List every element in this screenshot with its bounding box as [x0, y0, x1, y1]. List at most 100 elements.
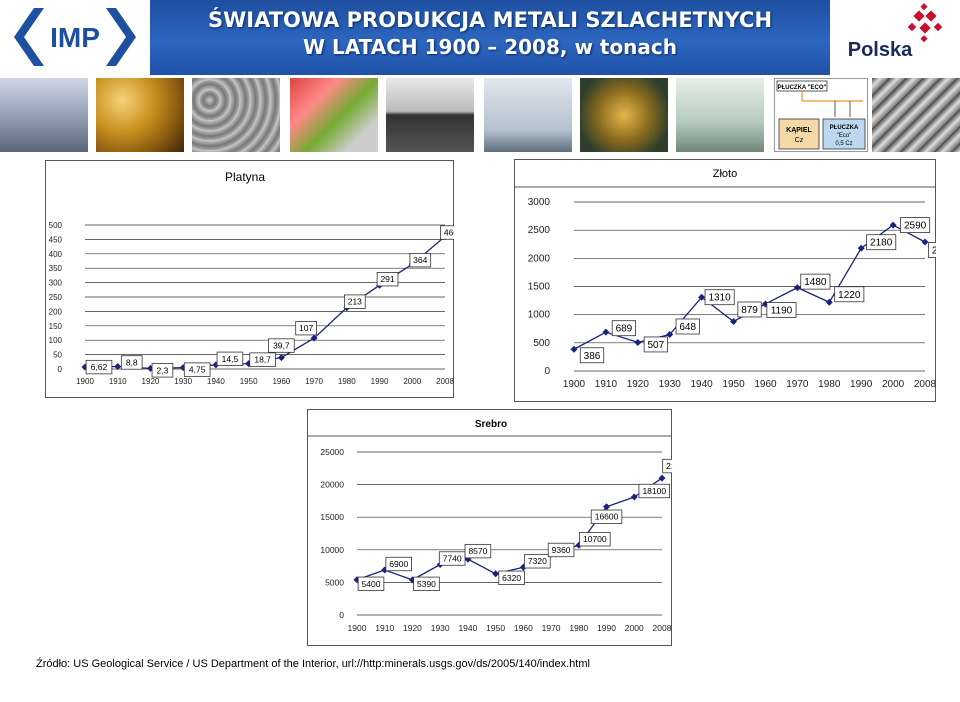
data-label-box — [704, 289, 735, 306]
imp-logo: IMP — [0, 0, 150, 75]
data-label: 386 — [584, 351, 601, 362]
x-tick-label: 1940 — [207, 377, 225, 386]
chart-title: Złoto — [713, 168, 737, 180]
data-label: 7320 — [528, 556, 547, 566]
rinse-top-label: PŁUCZKA "ECO" — [778, 85, 827, 91]
x-tick-label: 2000 — [625, 623, 644, 633]
x-tick-label: 1950 — [486, 623, 505, 633]
data-label-box — [344, 294, 366, 309]
data-label: 5390 — [417, 579, 436, 589]
data-label: 9360 — [552, 545, 571, 555]
data-label-box — [834, 286, 865, 303]
data-label-box — [440, 225, 454, 240]
y-tick-label: 300 — [49, 279, 63, 288]
data-label-box — [413, 576, 440, 592]
y-tick-label: 0 — [58, 365, 63, 374]
x-tick-label: 1960 — [514, 623, 533, 633]
y-tick-label: 15000 — [320, 512, 344, 522]
data-point — [698, 293, 706, 301]
data-label-box — [376, 272, 399, 287]
data-label-box — [268, 338, 295, 353]
data-label-box — [249, 352, 276, 367]
x-tick-label: 1900 — [348, 623, 367, 633]
x-tick-label: 1900 — [76, 377, 94, 386]
data-label-box — [216, 351, 244, 366]
x-tick-label: 1970 — [786, 379, 809, 390]
x-tick-label: 1970 — [542, 623, 561, 633]
x-tick-label: 1990 — [371, 377, 389, 386]
x-tick-label: 1910 — [595, 379, 618, 390]
source-footnote: Źródło: US Geological Service / US Depar… — [36, 658, 590, 670]
data-label: 21000 — [666, 461, 672, 471]
data-label-box — [547, 542, 575, 558]
data-label-box — [900, 217, 931, 233]
data-label: 364 — [413, 255, 427, 265]
y-tick-label: 500 — [49, 221, 63, 230]
metal-texture-photo — [872, 78, 960, 152]
data-label: 107 — [299, 323, 313, 333]
platinum-chart: Platyna 0 50 100 150 200 250 300 350 400 450 500 19… — [45, 160, 454, 398]
data-label: 6900 — [389, 559, 408, 569]
y-tick-label: 0 — [339, 610, 344, 620]
data-label-box — [866, 234, 897, 251]
data-label: 39,7 — [273, 341, 290, 351]
y-tick-label: 5000 — [325, 577, 344, 587]
x-tick-label: 1910 — [375, 623, 394, 633]
data-label-box — [675, 318, 700, 335]
data-label: 507 — [647, 340, 664, 351]
x-tick-label: 1920 — [627, 379, 650, 390]
x-tick-label: 1980 — [338, 377, 356, 386]
data-label: 8570 — [468, 546, 487, 556]
rinse-label: PŁUCZKA — [830, 125, 859, 131]
data-label: 8,8 — [126, 357, 138, 367]
y-tick-label: 200 — [49, 307, 63, 316]
y-tick-label: 450 — [49, 235, 63, 244]
data-label-box — [579, 532, 611, 547]
x-tick-label: 1920 — [142, 377, 160, 386]
data-label-box — [737, 301, 762, 318]
data-label: 14,5 — [222, 354, 239, 364]
data-label-box — [766, 302, 797, 318]
data-label: 7740 — [443, 554, 462, 564]
brand-text: Polska — [848, 39, 913, 61]
data-label: 213 — [348, 297, 362, 307]
rinse-eco: "Eco" — [837, 133, 852, 139]
x-tick-label: 1930 — [174, 377, 192, 386]
data-point — [793, 284, 801, 292]
clock-photo — [580, 78, 668, 152]
x-tick-label: 1970 — [305, 377, 323, 386]
y-tick-label: 150 — [49, 322, 63, 331]
data-label-box — [120, 355, 143, 370]
bath-value: Cz — [795, 137, 804, 144]
data-point — [575, 541, 583, 549]
data-label: 1310 — [709, 293, 732, 304]
data-label-box — [800, 273, 831, 290]
gold-chart: Złoto 0 500 1000 1500 2000 2500 3000 1900 1910 19… — [514, 159, 936, 402]
data-point — [602, 328, 610, 336]
photo-strip: PŁUCZKA "ECO" KĄPIEL Cz PŁUCZKA "Eco" 0,… — [0, 78, 960, 152]
data-label-box — [524, 554, 551, 569]
x-tick-label: 1980 — [569, 623, 588, 633]
data-point — [857, 244, 865, 252]
x-tick-label: 1950 — [722, 379, 745, 390]
data-point — [634, 338, 642, 346]
y-tick-label: 100 — [49, 336, 63, 345]
x-tick-label: 2008 — [436, 377, 454, 386]
y-tick-label: 10000 — [320, 545, 344, 555]
logo-text: IMP — [50, 22, 100, 53]
data-label: 1480 — [804, 277, 827, 288]
data-label-box — [643, 336, 668, 353]
data-point — [277, 354, 285, 362]
y-tick-label: 3000 — [528, 197, 551, 208]
x-tick-label: 2000 — [882, 379, 905, 390]
microstructure-photo — [386, 78, 474, 152]
laboratory-photo — [484, 78, 572, 152]
data-label: 16600 — [595, 512, 619, 522]
data-label-box — [464, 543, 492, 559]
y-tick-label: 250 — [49, 293, 63, 302]
polska-emblem-icon — [907, 3, 943, 43]
x-tick-label: 1920 — [403, 623, 422, 633]
data-label: 1190 — [771, 305, 793, 316]
data-point — [921, 238, 929, 246]
x-tick-label: 2000 — [403, 377, 421, 386]
